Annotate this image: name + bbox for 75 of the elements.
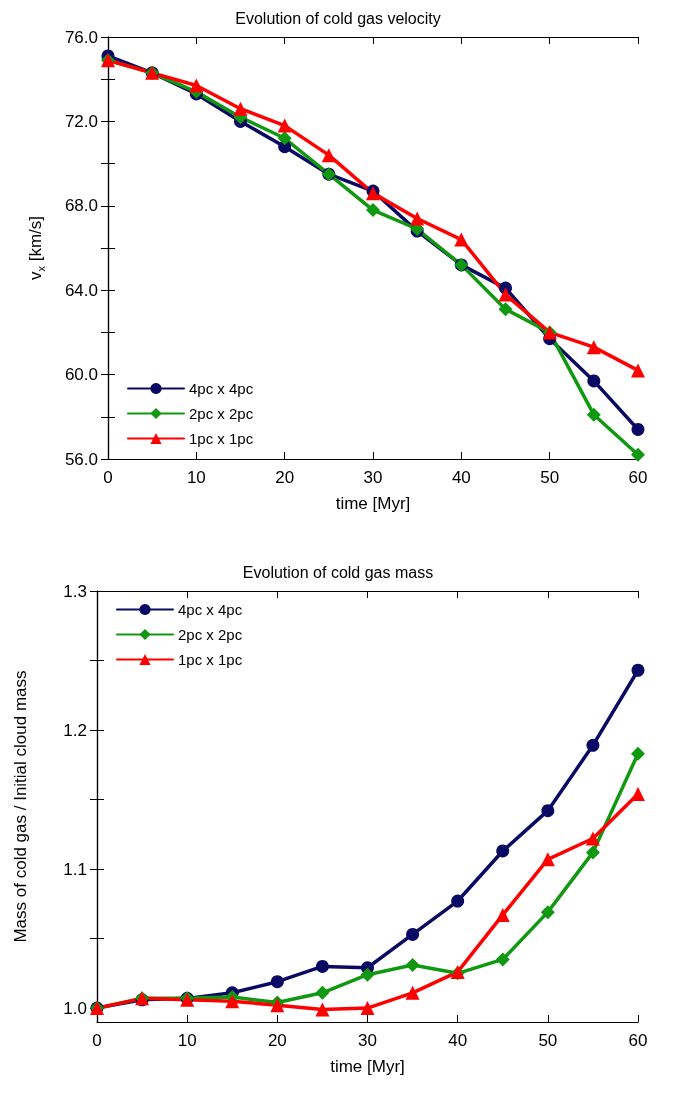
point (410, 211, 425, 226)
y-tick-label: 72.0 (64, 111, 98, 131)
y-tick-label: 76.0 (64, 27, 98, 47)
point (189, 78, 204, 93)
x-tick-label: 50 (540, 468, 560, 487)
x-tick-label: 0 (103, 468, 113, 487)
point (631, 663, 645, 677)
point (631, 746, 645, 761)
legend-label: 4pc x 4pc (178, 601, 243, 618)
point (585, 831, 600, 846)
y-tick-label: 56.0 (64, 449, 98, 469)
x-tick-label: 60 (628, 468, 648, 487)
x-axis-title: time [Myr] (330, 1057, 405, 1076)
x-tick-label: 30 (358, 1031, 377, 1050)
point (360, 967, 375, 982)
point (585, 845, 600, 860)
y-tick-label: 1.0 (63, 998, 87, 1018)
x-tick-label: 10 (177, 1031, 197, 1050)
legend-label: 2pc x 2pc (189, 405, 254, 422)
point (495, 907, 510, 922)
point (360, 1001, 375, 1016)
point (495, 952, 510, 967)
point (315, 985, 330, 1000)
x-tick-label: 0 (92, 1031, 102, 1050)
point (225, 994, 240, 1009)
point (498, 302, 513, 317)
point (631, 363, 645, 378)
y-tick-label: 1.2 (63, 720, 87, 740)
point (405, 958, 420, 972)
x-tick-label: 40 (451, 468, 471, 487)
chart-title: Evolution of cold gas velocity (235, 9, 441, 27)
point (366, 203, 380, 218)
point (541, 804, 555, 818)
point (540, 905, 555, 920)
legend-label: 4pc x 4pc (189, 380, 254, 397)
point (587, 374, 601, 388)
x-tick-label: 60 (628, 1031, 648, 1050)
y-axis-title: vx [km/s] (26, 215, 47, 281)
chart-title: Evolution of cold gas mass (242, 563, 434, 581)
y-tick-label: 64.0 (64, 280, 98, 300)
point (451, 894, 465, 908)
y-tick-label: 60.0 (64, 365, 98, 385)
point (586, 407, 601, 422)
point (406, 927, 420, 941)
point (454, 232, 469, 247)
x-tick-label: 20 (275, 468, 295, 487)
point (586, 340, 601, 355)
x-axis-title: time [Myr] (335, 494, 411, 513)
point (496, 844, 510, 858)
point (233, 101, 248, 116)
point (315, 959, 329, 973)
point (405, 985, 420, 1000)
y-tick-label: 1.1 (63, 859, 87, 879)
point (586, 738, 600, 752)
point (270, 975, 284, 989)
legend-label: 2pc x 2pc (178, 626, 243, 643)
point (315, 1002, 330, 1017)
x-tick-label: 10 (186, 468, 206, 487)
x-tick-label: 50 (538, 1031, 558, 1050)
point (631, 786, 645, 801)
y-tick-label: 68.0 (64, 196, 98, 216)
x-tick-label: 30 (363, 468, 383, 487)
x-tick-label: 40 (448, 1031, 468, 1050)
point (277, 131, 292, 146)
point (540, 852, 555, 867)
point (321, 148, 336, 163)
x-tick-label: 20 (267, 1031, 287, 1050)
point (631, 422, 645, 436)
legend-label: 1pc x 1pc (189, 430, 254, 447)
point (277, 118, 292, 133)
point (498, 287, 513, 302)
y-tick-label: 1.3 (63, 581, 87, 601)
legend-label: 1pc x 1pc (178, 651, 243, 668)
y-axis-title: Mass of cold gas / Initial cloud mass (11, 670, 30, 943)
point (631, 447, 645, 462)
